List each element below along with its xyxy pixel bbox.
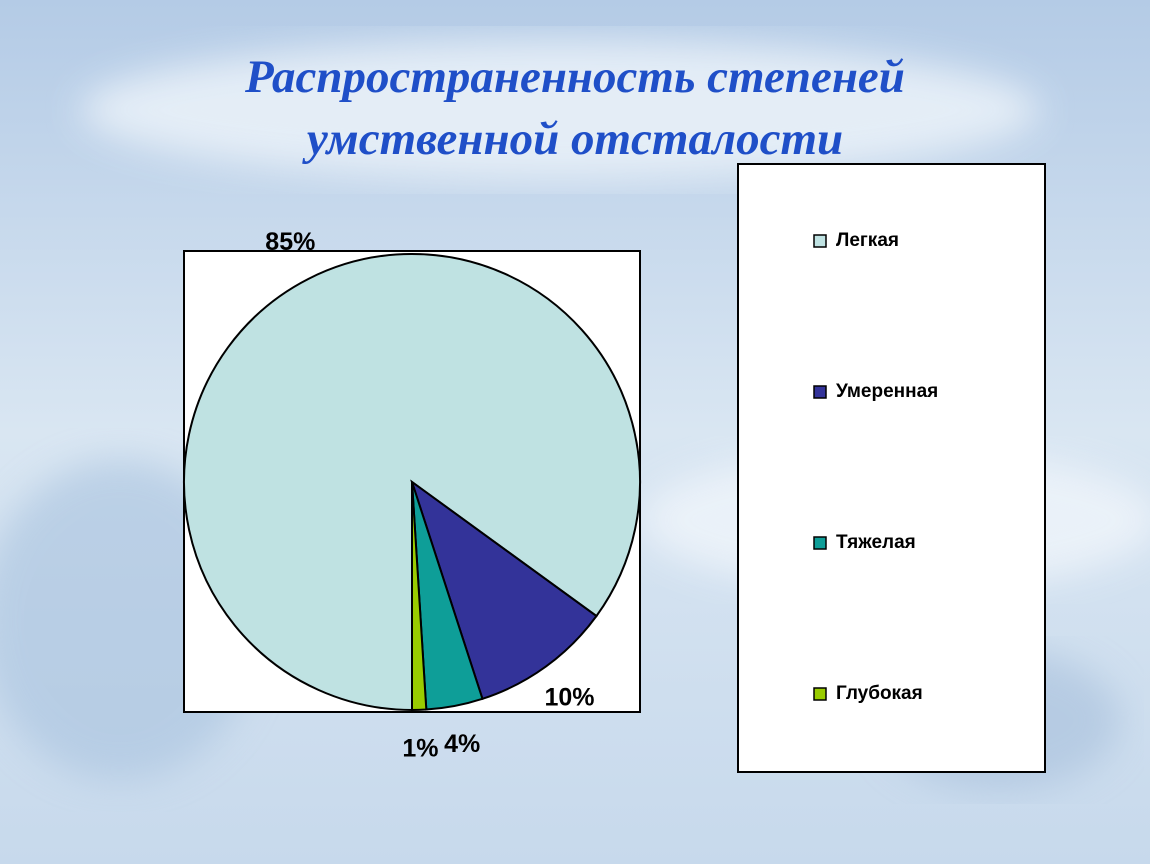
pie-slice bbox=[410, 479, 598, 701]
legend-label: Легкая bbox=[836, 230, 899, 251]
legend-label: Глубокая bbox=[836, 683, 923, 704]
legend-marker bbox=[813, 234, 827, 248]
pie-slice bbox=[411, 481, 428, 712]
data-label: 10% bbox=[545, 683, 595, 711]
data-label: 1% bbox=[402, 734, 438, 762]
legend-marker bbox=[813, 385, 827, 399]
legend-label: Умеренная bbox=[836, 381, 938, 402]
legend-marker bbox=[813, 687, 827, 701]
data-label: 85% bbox=[265, 228, 315, 256]
chart-title: Распространенность степеней умственной о… bbox=[245, 51, 905, 165]
legend-box bbox=[737, 163, 1046, 773]
data-label: 4% bbox=[444, 730, 480, 758]
legend-marker bbox=[813, 536, 827, 550]
legend-label: Тяжелая bbox=[836, 532, 916, 553]
